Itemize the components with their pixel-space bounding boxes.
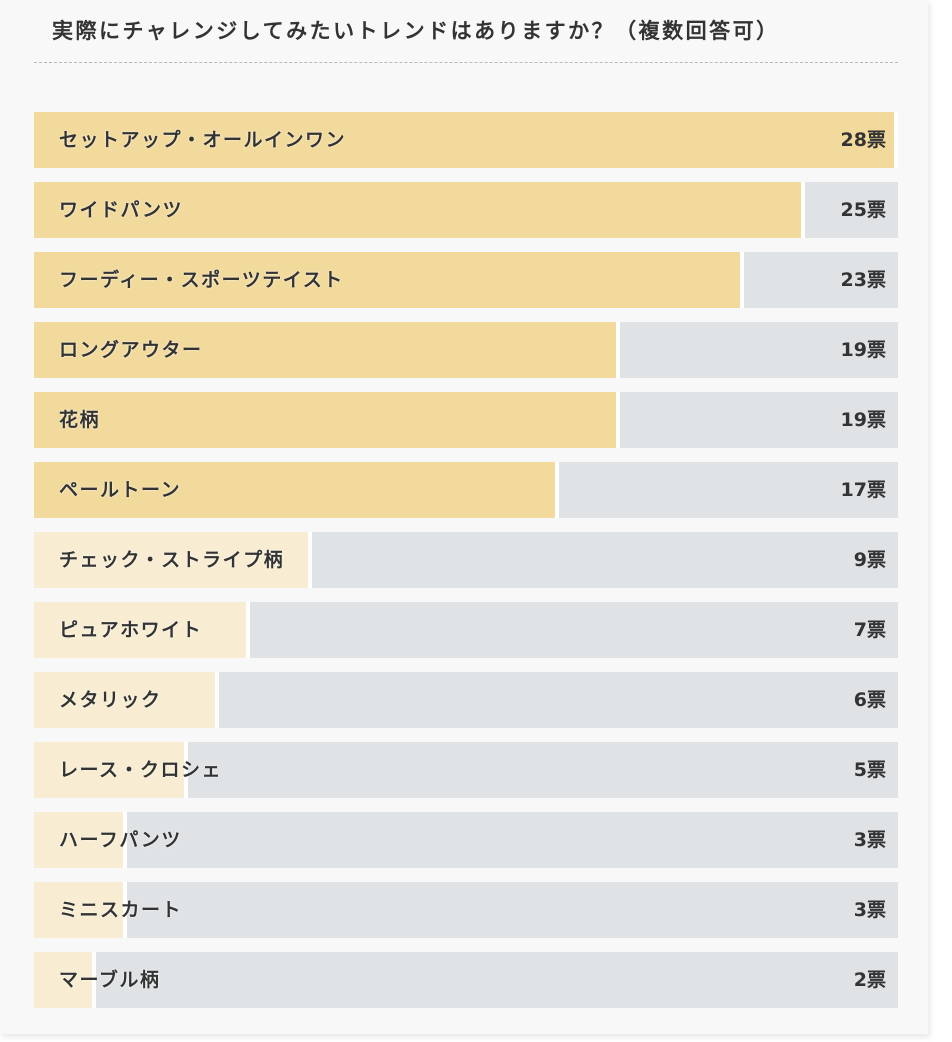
bar-fill [34,112,898,168]
bar-fill [34,532,312,588]
bar-value-label: 17票 [840,479,886,501]
bar-value-label: 19票 [840,409,886,431]
bar-row: フーディー・スポーツテイスト 23票 [34,252,898,308]
bar-fill [34,742,188,798]
bar-value-label: 3票 [853,829,886,851]
bar-label: レース・クロシェ [59,759,223,781]
bar-value-label: 28票 [840,129,886,151]
bar-label: メタリック [59,689,162,711]
bar-label: セットアップ・オールインワン [59,129,347,151]
bar-fill [34,252,744,308]
bar-label: ワイドパンツ [59,199,183,221]
bar-fill [34,322,620,378]
bar-fill [34,672,219,728]
bar-fill [34,602,250,658]
bar-row: ペールトーン 17票 [34,462,898,518]
bar-value-label: 6票 [853,689,886,711]
bar-label: フーディー・スポーツテイスト [59,269,344,291]
bar-row: レース・クロシェ 5票 [34,742,898,798]
bar-fill [34,182,805,238]
bar-label: ロングアウター [59,339,203,361]
bar-row: ロングアウター 19票 [34,322,898,378]
bar-row: メタリック 6票 [34,672,898,728]
bar-label: ピュアホワイト [59,619,203,641]
bar-value-label: 7票 [853,619,886,641]
bar-row: ピュアホワイト 7票 [34,602,898,658]
bar-label: チェック・ストライプ柄 [59,549,285,571]
title-divider [34,62,898,63]
bar-fill [34,462,559,518]
bar-label: ミニスカート [59,899,183,921]
bar-fill [34,392,620,448]
bar-row: 花柄 19票 [34,392,898,448]
bar-label: ハーフパンツ [59,829,182,851]
bar-fill [34,812,127,868]
bar-value-label: 2票 [853,969,886,991]
bar-row: ワイドパンツ 25票 [34,182,898,238]
bar-value-label: 25票 [840,199,886,221]
bar-fill [34,952,96,1008]
bar-value-label: 3票 [853,899,886,921]
bar-list: セットアップ・オールインワン 28票ワイドパンツ 25票フーディー・スポーツテイスト… [34,112,898,1022]
bar-label: マーブル柄 [59,969,161,991]
chart-title: 実際にチャレンジしてみたいトレンドはありますか？（複数回答可） [52,19,780,43]
bar-row: ミニスカート 3票 [34,882,898,938]
bar-value-label: 5票 [853,759,886,781]
bar-row: マーブル柄 2票 [34,952,898,1008]
bar-row: ハーフパンツ 3票 [34,812,898,868]
bar-row: チェック・ストライプ柄 9票 [34,532,898,588]
bar-row: セットアップ・オールインワン 28票 [34,112,898,168]
bar-value-label: 19票 [840,339,886,361]
bar-label: ペールトーン [59,479,182,501]
bar-fill [34,882,127,938]
bar-label: 花柄 [59,409,101,431]
bar-value-label: 23票 [840,269,886,291]
bar-value-label: 9票 [853,549,886,571]
survey-card: 実際にチャレンジしてみたいトレンドはありますか？（複数回答可） セットアップ・オ… [34,19,898,1022]
